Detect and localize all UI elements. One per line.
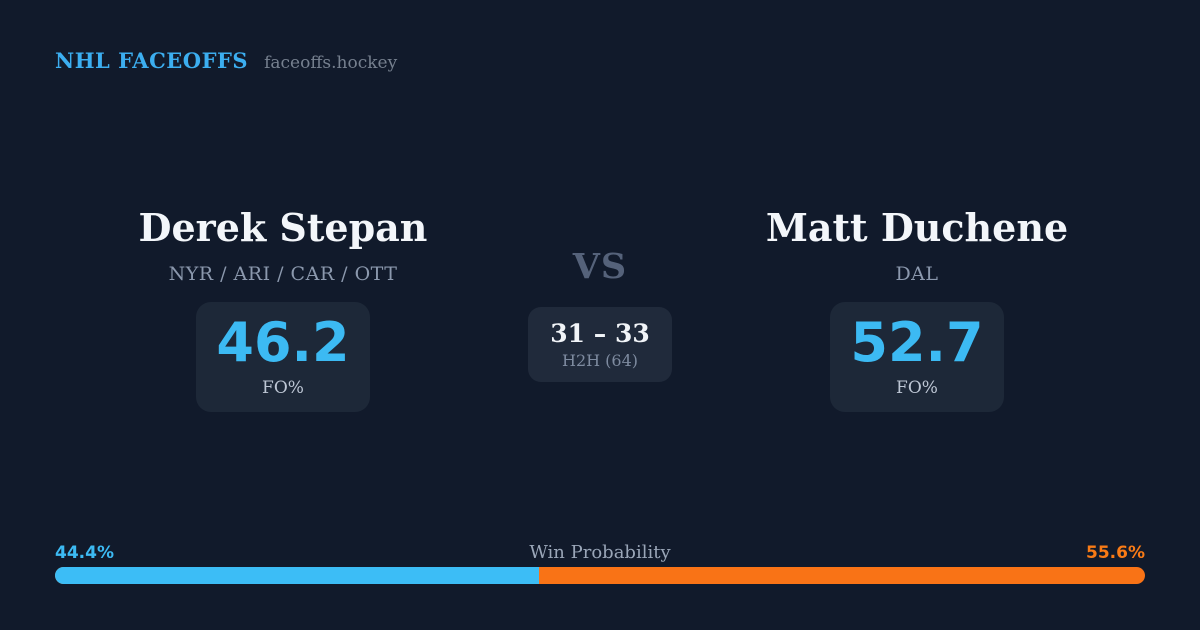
stat-card-left: 46.2 FO% bbox=[196, 301, 370, 412]
player-panel-left: Derek Stepan NYR / ARI / CAR / OTT 46.2 … bbox=[93, 205, 473, 412]
player-teams-right: DAL bbox=[895, 262, 939, 285]
player-name-left: Derek Stepan bbox=[138, 205, 428, 250]
player-teams-left: NYR / ARI / CAR / OTT bbox=[168, 262, 398, 285]
site-domain: faceoffs.hockey bbox=[264, 53, 398, 73]
stat-card-right: 52.7 FO% bbox=[830, 301, 1004, 412]
fo-pct-label-right: FO% bbox=[896, 377, 938, 398]
versus-panel: VS 31 – 33 H2H (64) bbox=[420, 249, 780, 382]
win-probability-bar bbox=[55, 567, 1145, 584]
h2h-sample-label: H2H (64) bbox=[561, 350, 638, 370]
player-panel-right: Matt Duchene DAL 52.7 FO% bbox=[727, 205, 1107, 412]
win-probability-labels: 44.4% Win Probability 55.6% bbox=[55, 542, 1145, 563]
h2h-card: 31 – 33 H2H (64) bbox=[528, 307, 672, 382]
vs-label: VS bbox=[572, 246, 628, 287]
h2h-score: 31 – 33 bbox=[550, 319, 650, 348]
header: NHL FACEOFFS faceoffs.hockey bbox=[55, 48, 397, 73]
brand-logo-text: NHL FACEOFFS bbox=[55, 48, 249, 73]
win-probability-left-pct: 44.4% bbox=[55, 543, 114, 563]
fo-pct-label-left: FO% bbox=[262, 377, 304, 398]
player-name-right: Matt Duchene bbox=[765, 205, 1069, 250]
win-probability-title: Win Probability bbox=[529, 542, 671, 563]
win-probability-right-pct: 55.6% bbox=[1086, 543, 1145, 563]
fo-pct-left: 46.2 bbox=[216, 310, 350, 374]
win-probability-bar-left-fill bbox=[55, 567, 539, 584]
fo-pct-right: 52.7 bbox=[850, 310, 984, 374]
